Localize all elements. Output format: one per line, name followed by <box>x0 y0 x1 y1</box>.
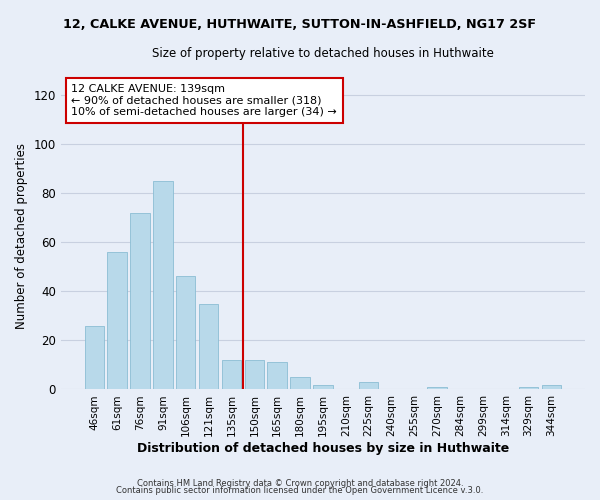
Bar <box>268 362 287 390</box>
Text: 12 CALKE AVENUE: 139sqm
← 90% of detached houses are smaller (318)
10% of semi-d: 12 CALKE AVENUE: 139sqm ← 90% of detache… <box>71 84 337 117</box>
Bar <box>153 180 173 390</box>
Bar <box>85 326 104 390</box>
X-axis label: Distribution of detached houses by size in Huthwaite: Distribution of detached houses by size … <box>137 442 509 455</box>
Y-axis label: Number of detached properties: Number of detached properties <box>15 143 28 329</box>
Bar <box>519 387 538 390</box>
Bar <box>199 304 218 390</box>
Text: 12, CALKE AVENUE, HUTHWAITE, SUTTON-IN-ASHFIELD, NG17 2SF: 12, CALKE AVENUE, HUTHWAITE, SUTTON-IN-A… <box>64 18 536 30</box>
Bar <box>313 384 332 390</box>
Bar <box>130 212 150 390</box>
Bar <box>245 360 264 390</box>
Bar <box>107 252 127 390</box>
Bar <box>542 384 561 390</box>
Title: Size of property relative to detached houses in Huthwaite: Size of property relative to detached ho… <box>152 48 494 60</box>
Bar <box>427 387 447 390</box>
Bar <box>359 382 379 390</box>
Text: Contains HM Land Registry data © Crown copyright and database right 2024.: Contains HM Land Registry data © Crown c… <box>137 478 463 488</box>
Bar <box>176 276 196 390</box>
Text: Contains public sector information licensed under the Open Government Licence v.: Contains public sector information licen… <box>116 486 484 495</box>
Bar <box>222 360 241 390</box>
Bar <box>290 377 310 390</box>
